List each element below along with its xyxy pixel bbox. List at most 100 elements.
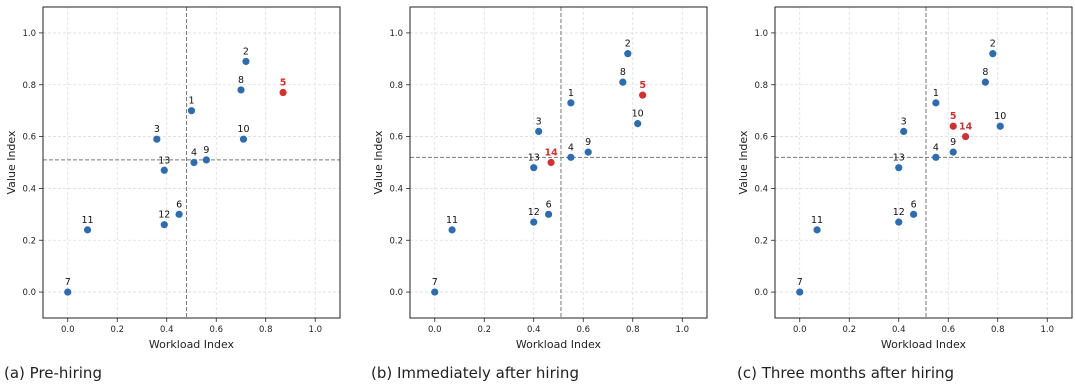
x-tick-label: 0.4	[527, 325, 541, 335]
x-axis-title: Workload Index	[516, 338, 602, 351]
y-tick-label: 0.4	[22, 184, 36, 194]
data-point	[545, 210, 553, 218]
data-point	[624, 50, 632, 58]
data-point	[202, 156, 210, 164]
data-point-label: 7	[65, 277, 71, 288]
data-point	[895, 218, 903, 226]
data-point-label: 4	[191, 148, 197, 159]
x-axis-title: Workload Index	[881, 338, 967, 351]
y-tick-label: 0.6	[22, 133, 36, 143]
x-tick-label: 0.6	[941, 325, 955, 335]
data-point-label: 13	[158, 155, 170, 166]
y-tick-label: 0.0	[754, 288, 768, 298]
y-axis-title: Value Index	[5, 130, 18, 194]
panel-b: 0.00.00.20.20.40.40.60.60.80.81.01.01234…	[372, 6, 708, 351]
data-point	[996, 122, 1004, 130]
data-point-label: 14	[544, 148, 558, 159]
panel-a: 0.00.00.20.20.40.40.60.60.80.81.01.01234…	[5, 6, 341, 351]
data-point-label: 5	[280, 78, 287, 89]
data-point	[535, 127, 543, 135]
data-point-label: 3	[536, 116, 542, 127]
data-point-label: 2	[990, 39, 996, 50]
caption-a: (a) Pre-hiring	[4, 364, 102, 382]
x-tick-label: 0.8	[626, 325, 640, 335]
y-tick-label: 0.6	[754, 133, 768, 143]
plot-frame	[774, 6, 1073, 319]
y-tick-label: 0.0	[22, 288, 36, 298]
data-point	[530, 218, 538, 226]
data-point-label: 11	[446, 215, 458, 226]
data-point	[584, 148, 592, 156]
data-point-label: 5	[950, 111, 957, 122]
x-tick-label: 0.4	[892, 325, 906, 335]
data-point	[910, 210, 918, 218]
data-point	[160, 221, 168, 229]
y-axis-title: Value Index	[737, 130, 750, 194]
y-tick-label: 0.6	[389, 133, 403, 143]
x-tick-label: 1.0	[675, 325, 689, 335]
data-point	[949, 122, 957, 130]
y-tick-label: 0.2	[389, 236, 403, 246]
data-point	[813, 226, 821, 234]
data-point	[530, 164, 538, 172]
y-tick-label: 1.0	[22, 29, 36, 39]
data-point	[796, 288, 804, 296]
data-point	[153, 135, 161, 143]
data-point-label: 7	[797, 277, 803, 288]
data-point-label: 6	[546, 199, 552, 210]
data-point-label: 7	[432, 277, 438, 288]
data-point-label: 3	[901, 116, 907, 127]
y-tick-label: 0.2	[754, 236, 768, 246]
data-point	[190, 158, 198, 167]
data-point-label: 11	[82, 215, 94, 226]
data-point	[961, 132, 970, 141]
plot-frame	[42, 6, 341, 319]
x-tick-label: 0.6	[576, 325, 590, 335]
data-point-label: 12	[893, 207, 905, 218]
data-point	[567, 153, 575, 161]
data-point-label: 2	[625, 39, 631, 50]
data-point-label: 4	[933, 142, 939, 153]
x-tick-label: 0.8	[259, 325, 273, 335]
data-point-label: 10	[632, 109, 644, 120]
data-point	[900, 127, 908, 135]
data-point-label: 1	[188, 96, 194, 107]
x-tick-label: 0.4	[160, 325, 174, 335]
data-point	[431, 288, 439, 296]
x-tick-label: 0.6	[209, 325, 223, 335]
data-point-label: 2	[243, 46, 249, 57]
y-axis-title: Value Index	[372, 130, 385, 194]
x-tick-label: 0.2	[477, 325, 491, 335]
data-point	[187, 107, 196, 115]
data-point-label: 12	[528, 207, 540, 218]
x-tick-label: 1.0	[1040, 325, 1054, 335]
y-tick-label: 1.0	[754, 29, 768, 39]
y-tick-label: 0.2	[22, 236, 36, 246]
data-point	[448, 226, 456, 234]
data-point	[239, 135, 248, 143]
y-tick-label: 0.4	[389, 184, 403, 194]
data-point	[949, 148, 957, 156]
data-point-label: 9	[585, 137, 591, 148]
data-point-label: 8	[620, 67, 626, 78]
data-point-label: 12	[158, 210, 170, 221]
data-point	[895, 164, 903, 172]
data-point	[619, 78, 627, 86]
x-axis-title: Workload Index	[149, 338, 235, 351]
y-tick-label: 0.4	[754, 184, 768, 194]
data-point	[64, 288, 72, 296]
data-point-label: 14	[959, 122, 973, 133]
data-point-label: 5	[639, 80, 646, 91]
data-point-label: 9	[203, 145, 209, 156]
x-tick-label: 0.0	[793, 325, 807, 335]
data-point	[279, 88, 287, 97]
data-point-label: 3	[154, 124, 160, 135]
data-point-label: 10	[237, 124, 249, 135]
data-point-label: 1	[568, 88, 574, 99]
data-point-label: 8	[982, 67, 988, 78]
caption-b: (b) Immediately after hiring	[371, 364, 579, 382]
data-point	[175, 210, 183, 218]
data-point-label: 10	[994, 111, 1006, 122]
y-tick-label: 0.0	[389, 288, 403, 298]
